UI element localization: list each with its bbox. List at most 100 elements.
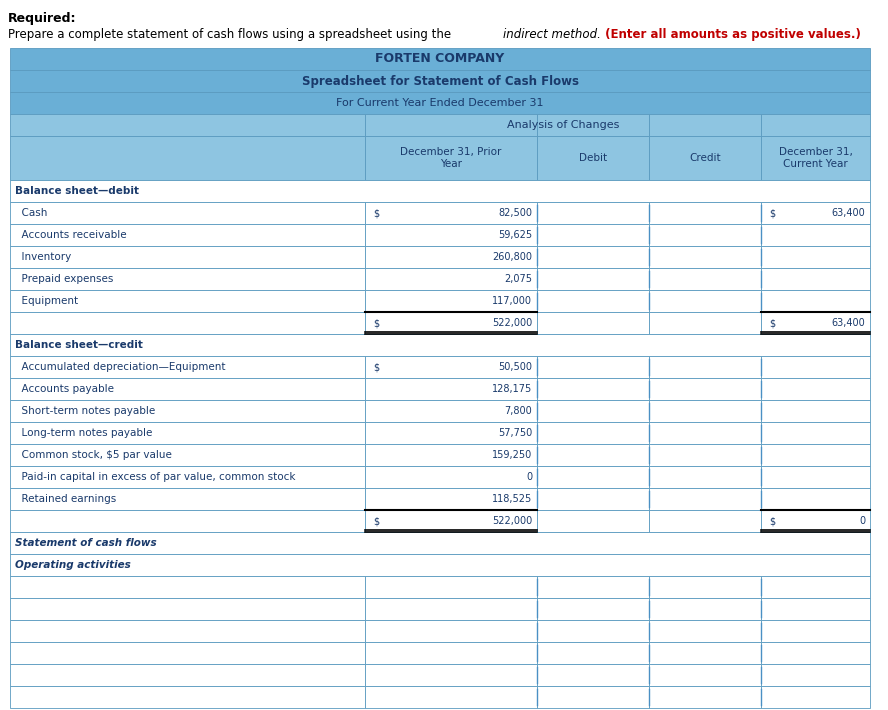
Text: For Current Year Ended December 31: For Current Year Ended December 31: [337, 98, 543, 108]
Bar: [649, 202, 761, 224]
Bar: [365, 136, 537, 180]
Bar: [649, 246, 761, 268]
Text: Statement of cash flows: Statement of cash flows: [15, 538, 156, 548]
Text: 50,500: 50,500: [498, 362, 532, 372]
Text: (Enter all amounts as positive values.): (Enter all amounts as positive values.): [601, 28, 860, 41]
Bar: [537, 422, 649, 444]
Text: Accumulated depreciation—Equipment: Accumulated depreciation—Equipment: [15, 362, 226, 372]
Bar: [365, 246, 537, 268]
Bar: [649, 114, 761, 136]
Text: 0: 0: [526, 472, 532, 482]
Bar: [365, 290, 537, 312]
Text: indirect method.: indirect method.: [503, 28, 601, 41]
Bar: [649, 312, 761, 334]
Bar: [761, 686, 870, 708]
Text: Debit: Debit: [579, 153, 607, 163]
Text: Short-term notes payable: Short-term notes payable: [15, 406, 155, 416]
Text: $: $: [373, 516, 379, 526]
Bar: [761, 510, 870, 532]
Text: 0: 0: [859, 516, 865, 526]
Bar: [10, 180, 870, 202]
Text: 7,800: 7,800: [504, 406, 532, 416]
Bar: [537, 510, 649, 532]
Text: $: $: [373, 318, 379, 328]
Bar: [365, 400, 537, 422]
Bar: [365, 466, 537, 488]
Bar: [649, 488, 761, 510]
Text: December 31,
Current Year: December 31, Current Year: [779, 147, 852, 169]
Bar: [761, 268, 870, 290]
Bar: [649, 224, 761, 246]
Bar: [537, 664, 649, 686]
Text: Operating activities: Operating activities: [15, 560, 131, 570]
Bar: [10, 246, 365, 268]
Bar: [10, 664, 365, 686]
Bar: [10, 334, 870, 356]
Text: Retained earnings: Retained earnings: [15, 494, 116, 504]
Bar: [761, 224, 870, 246]
Bar: [10, 510, 365, 532]
Bar: [10, 92, 870, 114]
Bar: [365, 642, 537, 664]
Bar: [649, 378, 761, 400]
Text: 522,000: 522,000: [492, 318, 532, 328]
Text: $: $: [769, 318, 775, 328]
Bar: [537, 202, 649, 224]
Bar: [537, 598, 649, 620]
Bar: [365, 576, 537, 598]
Bar: [10, 114, 365, 136]
Bar: [537, 246, 649, 268]
Text: Paid-in capital in excess of par value, common stock: Paid-in capital in excess of par value, …: [15, 472, 296, 482]
Bar: [365, 378, 537, 400]
Text: $: $: [769, 516, 775, 526]
Bar: [761, 466, 870, 488]
Bar: [537, 686, 649, 708]
Bar: [649, 422, 761, 444]
Text: Required:: Required:: [8, 12, 76, 25]
Bar: [649, 510, 761, 532]
Bar: [10, 466, 365, 488]
Text: Balance sheet—credit: Balance sheet—credit: [15, 340, 143, 350]
Bar: [761, 378, 870, 400]
Bar: [537, 356, 649, 378]
Bar: [365, 114, 537, 136]
Bar: [365, 488, 537, 510]
Bar: [537, 312, 649, 334]
Text: FORTEN COMPANY: FORTEN COMPANY: [376, 53, 504, 65]
Text: Accounts payable: Accounts payable: [15, 384, 114, 394]
Bar: [537, 378, 649, 400]
Bar: [649, 136, 761, 180]
Text: 159,250: 159,250: [492, 450, 532, 460]
Bar: [10, 378, 365, 400]
Text: 260,800: 260,800: [492, 252, 532, 262]
Bar: [537, 444, 649, 466]
Bar: [761, 664, 870, 686]
Bar: [10, 290, 365, 312]
Bar: [537, 400, 649, 422]
Bar: [365, 312, 537, 334]
Bar: [537, 224, 649, 246]
Bar: [649, 598, 761, 620]
Bar: [649, 686, 761, 708]
Bar: [761, 488, 870, 510]
Bar: [761, 444, 870, 466]
Bar: [10, 400, 365, 422]
Bar: [365, 510, 537, 532]
Bar: [761, 356, 870, 378]
Text: $: $: [769, 208, 775, 218]
Bar: [10, 202, 365, 224]
Bar: [649, 642, 761, 664]
Text: 63,400: 63,400: [831, 208, 865, 218]
Bar: [761, 400, 870, 422]
Text: 117,000: 117,000: [492, 296, 532, 306]
Text: 57,750: 57,750: [498, 428, 532, 438]
Bar: [365, 202, 537, 224]
Text: 118,525: 118,525: [492, 494, 532, 504]
Bar: [649, 664, 761, 686]
Bar: [649, 290, 761, 312]
Bar: [365, 620, 537, 642]
Bar: [761, 598, 870, 620]
Bar: [10, 488, 365, 510]
Bar: [649, 268, 761, 290]
Bar: [365, 356, 537, 378]
